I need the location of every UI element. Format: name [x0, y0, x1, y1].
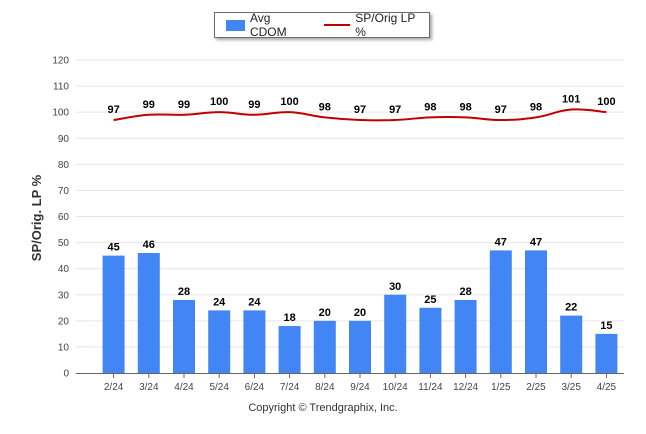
x-tick-label: 11/24 — [418, 382, 443, 393]
x-tick-label: 2/25 — [526, 382, 546, 393]
bar — [243, 310, 266, 373]
legend-line-swatch — [324, 24, 351, 26]
legend-item-avg-cdom[interactable]: Avg CDOM — [226, 11, 310, 39]
bar-value-label: 45 — [107, 242, 119, 254]
bar-value-label: 20 — [354, 307, 366, 319]
bar — [278, 326, 301, 373]
bar-series — [102, 250, 618, 373]
x-tick-label: 12/24 — [453, 382, 478, 393]
bar-value-label: 22 — [565, 302, 577, 314]
bar-value-label: 20 — [319, 307, 331, 319]
x-tick-label: 4/24 — [174, 382, 194, 393]
y-tick-label: 20 — [58, 316, 70, 327]
y-tick-label: 80 — [58, 160, 70, 171]
line-value-label: 97 — [389, 104, 401, 116]
x-tick-label: 5/24 — [209, 382, 229, 393]
grid-lines — [76, 59, 624, 348]
y-tick-label: 70 — [58, 186, 70, 197]
bar-value-label: 24 — [248, 296, 261, 308]
legend-item-sp-orig-lp[interactable]: SP/Orig LP % — [324, 11, 429, 39]
x-tick-label: 2/24 — [104, 382, 124, 393]
line-value-label: 99 — [178, 99, 190, 111]
line-series — [113, 108, 607, 122]
x-tick-label: 9/24 — [350, 382, 370, 393]
bar — [102, 255, 125, 373]
x-tick-label: 3/25 — [561, 382, 581, 393]
y-tick-label: 100 — [52, 108, 69, 119]
bar — [349, 320, 371, 373]
bar — [384, 294, 407, 373]
y-tick-label: 60 — [58, 212, 70, 223]
bar-value-label: 25 — [424, 294, 436, 306]
data-labels: 45 46 28 24 24 18 20 20 30 25 28 47 47 22 15 97 99 99 100 9… — [107, 94, 615, 332]
legend-bar-swatch — [226, 19, 245, 31]
y-tick-label: 120 — [52, 56, 69, 67]
line-value-label: 99 — [248, 99, 260, 111]
x-tick-label: 3/24 — [139, 382, 159, 393]
legend: Avg CDOM SP/Orig LP % — [214, 11, 430, 39]
line-value-label: 97 — [354, 104, 366, 116]
line-value-label: 100 — [280, 96, 298, 108]
y-tick-label: 0 — [63, 369, 69, 380]
line-value-label: 97 — [495, 104, 507, 116]
line-value-label: 101 — [562, 94, 580, 106]
x-tick-label: 7/24 — [280, 382, 300, 393]
bar — [208, 310, 231, 373]
legend-label-sp-orig-lp: SP/Orig LP % — [355, 11, 416, 39]
y-tick-label: 110 — [53, 82, 69, 93]
bar-value-label: 47 — [530, 236, 542, 248]
bar — [560, 315, 583, 373]
y-tick-label: 50 — [58, 238, 70, 249]
axes: 0 10 20 30 40 50 60 70 80 90 100 110 120 2/24 3/24 4/24… — [52, 56, 624, 393]
bar — [313, 320, 336, 373]
bar-value-label: 18 — [283, 312, 295, 324]
bar-value-label: 30 — [389, 281, 401, 293]
bar — [489, 250, 512, 373]
bar — [454, 299, 477, 373]
bar — [525, 250, 547, 373]
y-tick-label: 90 — [58, 134, 70, 145]
line-value-label: 98 — [424, 101, 436, 113]
line-value-label: 97 — [107, 104, 119, 116]
line-value-label: 100 — [597, 96, 615, 108]
x-tick-label: 4/25 — [597, 382, 617, 393]
x-tick-label: 10/24 — [383, 382, 408, 393]
bar-value-label: 46 — [143, 239, 155, 251]
bar — [595, 333, 618, 373]
y-axis-title: SP/Orig. LP % — [29, 174, 44, 261]
line-value-label: 98 — [319, 101, 331, 113]
y-tick-label: 30 — [58, 290, 70, 301]
bar-value-label: 15 — [600, 320, 612, 332]
bar — [173, 299, 195, 373]
bar-value-label: 47 — [495, 236, 507, 248]
x-tick-label: 8/24 — [315, 382, 335, 393]
y-tick-label: 10 — [58, 342, 70, 353]
copyright-footer: Copyright © Trendgraphix, Inc. — [248, 402, 398, 414]
y-tick-label: 40 — [58, 264, 70, 275]
line-value-label: 98 — [530, 101, 542, 113]
line-value-label: 99 — [143, 99, 155, 111]
legend-label-avg-cdom: Avg CDOM — [249, 11, 287, 39]
line-value-label: 98 — [459, 101, 471, 113]
bar — [137, 253, 160, 373]
bar-value-label: 28 — [178, 286, 190, 298]
bar — [419, 307, 442, 373]
line-value-label: 100 — [210, 96, 228, 108]
bar-value-label: 28 — [459, 286, 471, 298]
x-tick-label: 6/24 — [245, 382, 265, 393]
x-tick-label: 1/25 — [491, 382, 511, 393]
bar-value-label: 24 — [213, 296, 226, 308]
